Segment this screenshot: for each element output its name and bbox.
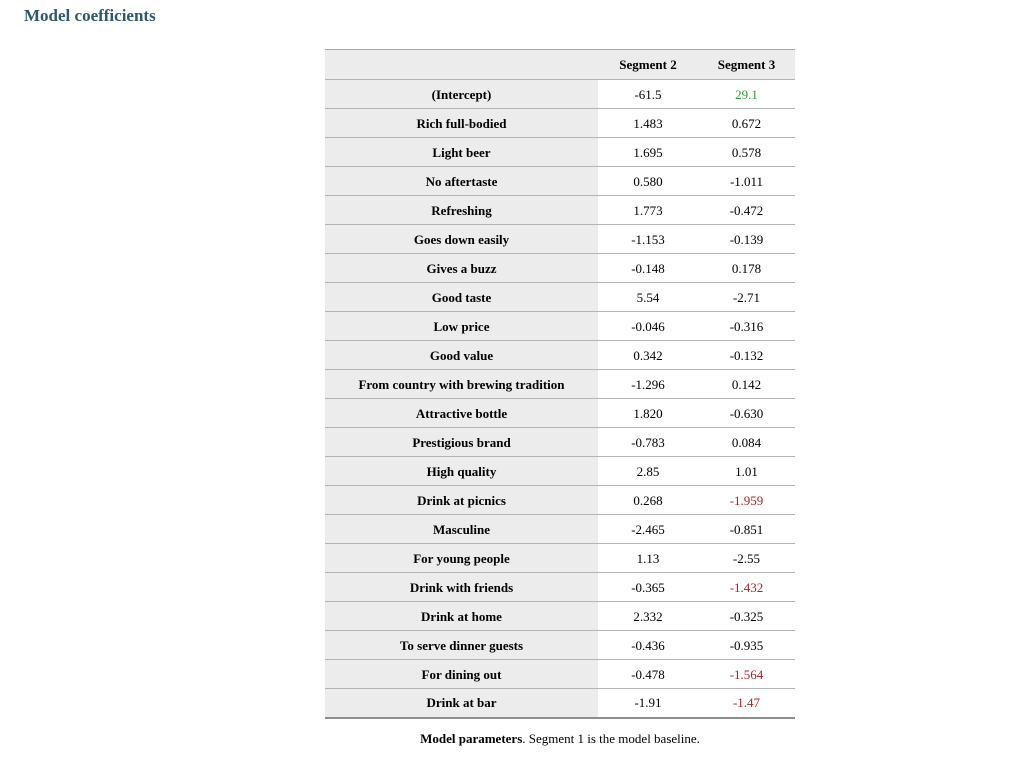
row-label: (Intercept) (325, 79, 598, 109)
row-label: Low price (325, 311, 598, 341)
segment3-value: -0.316 (698, 311, 795, 341)
row-label: Good value (325, 340, 598, 370)
table-row: For young people 1.13 -2.55 (325, 543, 795, 573)
segment2-value: -0.046 (598, 311, 698, 341)
table-row: Masculine -2.465 -0.851 (325, 514, 795, 544)
table-row: From country with brewing tradition -1.2… (325, 369, 795, 399)
row-label: For dining out (325, 659, 598, 689)
segment2-value: 1.695 (598, 137, 698, 167)
row-label: Light beer (325, 137, 598, 167)
segment2-value: -0.148 (598, 253, 698, 283)
row-label: Drink with friends (325, 572, 598, 602)
caption-rest-text: . Segment 1 is the model baseline. (522, 731, 700, 746)
coefficients-table: Segment 2 Segment 3 (Intercept) -61.5 29… (325, 49, 795, 719)
row-label: Masculine (325, 514, 598, 544)
segment2-value: -0.783 (598, 427, 698, 457)
table-header-row: Segment 2 Segment 3 (325, 49, 795, 80)
segment2-value: 2.85 (598, 456, 698, 486)
segment2-value: -61.5 (598, 79, 698, 109)
segment2-value: 1.820 (598, 398, 698, 428)
table-row: Drink at picnics 0.268 -1.959 (325, 485, 795, 515)
row-label: To serve dinner guests (325, 630, 598, 660)
segment2-value: -2.465 (598, 514, 698, 544)
segment3-value: 0.178 (698, 253, 795, 283)
row-label: Drink at home (325, 601, 598, 631)
table-row: Refreshing 1.773 -0.472 (325, 195, 795, 225)
row-label: Good taste (325, 282, 598, 312)
row-label: Gives a buzz (325, 253, 598, 283)
table-row: Prestigious brand -0.783 0.084 (325, 427, 795, 457)
segment2-value: 1.13 (598, 543, 698, 573)
table-caption: Model parameters. Segment 1 is the model… (325, 731, 795, 747)
segment3-value: -2.71 (698, 282, 795, 312)
table-row: Drink at bar -1.91 -1.47 (325, 688, 795, 718)
segment3-value: -1.564 (698, 659, 795, 689)
segment3-value: -0.132 (698, 340, 795, 370)
segment2-value: 0.268 (598, 485, 698, 515)
column-header-segment2: Segment 2 (598, 49, 698, 80)
segment3-value: -0.472 (698, 195, 795, 225)
row-label: No aftertaste (325, 166, 598, 196)
segment2-value: 5.54 (598, 282, 698, 312)
segment3-value: -1.011 (698, 166, 795, 196)
segment3-value: -0.325 (698, 601, 795, 631)
row-label: Prestigious brand (325, 427, 598, 457)
segment2-value: -0.478 (598, 659, 698, 689)
row-label: Drink at picnics (325, 485, 598, 515)
table-row: Drink with friends -0.365 -1.432 (325, 572, 795, 602)
row-label: Goes down easily (325, 224, 598, 254)
table-row: Gives a buzz -0.148 0.178 (325, 253, 795, 283)
segment2-value: -0.436 (598, 630, 698, 660)
segment2-value: 1.483 (598, 108, 698, 138)
segment2-value: -1.153 (598, 224, 698, 254)
row-label: Attractive bottle (325, 398, 598, 428)
segment3-value: -1.432 (698, 572, 795, 602)
table-row: Good value 0.342 -0.132 (325, 340, 795, 370)
segment3-value: -0.935 (698, 630, 795, 660)
segment2-value: 1.773 (598, 195, 698, 225)
table-row: Drink at home 2.332 -0.325 (325, 601, 795, 631)
segment2-value: -1.296 (598, 369, 698, 399)
segment3-value: -0.630 (698, 398, 795, 428)
segment3-value: -0.139 (698, 224, 795, 254)
table-row: Low price -0.046 -0.316 (325, 311, 795, 341)
caption-bold-text: Model parameters (420, 731, 523, 746)
page-title: Model coefficients (24, 6, 156, 25)
segment2-value: -0.365 (598, 572, 698, 602)
table-row: Goes down easily -1.153 -0.139 (325, 224, 795, 254)
table-row: High quality 2.85 1.01 (325, 456, 795, 486)
segment3-value: 29.1 (698, 79, 795, 109)
segment3-value: -1.959 (698, 485, 795, 515)
row-label: High quality (325, 456, 598, 486)
table-row: Good taste 5.54 -2.71 (325, 282, 795, 312)
row-label: Drink at bar (325, 688, 598, 718)
segment3-value: 1.01 (698, 456, 795, 486)
segment3-value: -2.55 (698, 543, 795, 573)
row-label: From country with brewing tradition (325, 369, 598, 399)
segment3-value: -1.47 (698, 688, 795, 718)
table-row: Rich full-bodied 1.483 0.672 (325, 108, 795, 138)
table-row: To serve dinner guests -0.436 -0.935 (325, 630, 795, 660)
segment3-value: 0.084 (698, 427, 795, 457)
segment2-value: 0.342 (598, 340, 698, 370)
segment2-value: 0.580 (598, 166, 698, 196)
table-row: For dining out -0.478 -1.564 (325, 659, 795, 689)
segment2-value: 2.332 (598, 601, 698, 631)
table-row: Attractive bottle 1.820 -0.630 (325, 398, 795, 428)
segment2-value: -1.91 (598, 688, 698, 718)
table-body: (Intercept) -61.5 29.1 Rich full-bodied … (325, 79, 795, 718)
segment3-value: 0.578 (698, 137, 795, 167)
segment3-value: 0.672 (698, 108, 795, 138)
segment3-value: -0.851 (698, 514, 795, 544)
table-row: No aftertaste 0.580 -1.011 (325, 166, 795, 196)
row-label: For young people (325, 543, 598, 573)
column-header-segment3: Segment 3 (698, 49, 795, 80)
corner-cell (325, 49, 598, 80)
table-row: (Intercept) -61.5 29.1 (325, 79, 795, 109)
row-label: Rich full-bodied (325, 108, 598, 138)
segment3-value: 0.142 (698, 369, 795, 399)
row-label: Refreshing (325, 195, 598, 225)
table-row: Light beer 1.695 0.578 (325, 137, 795, 167)
